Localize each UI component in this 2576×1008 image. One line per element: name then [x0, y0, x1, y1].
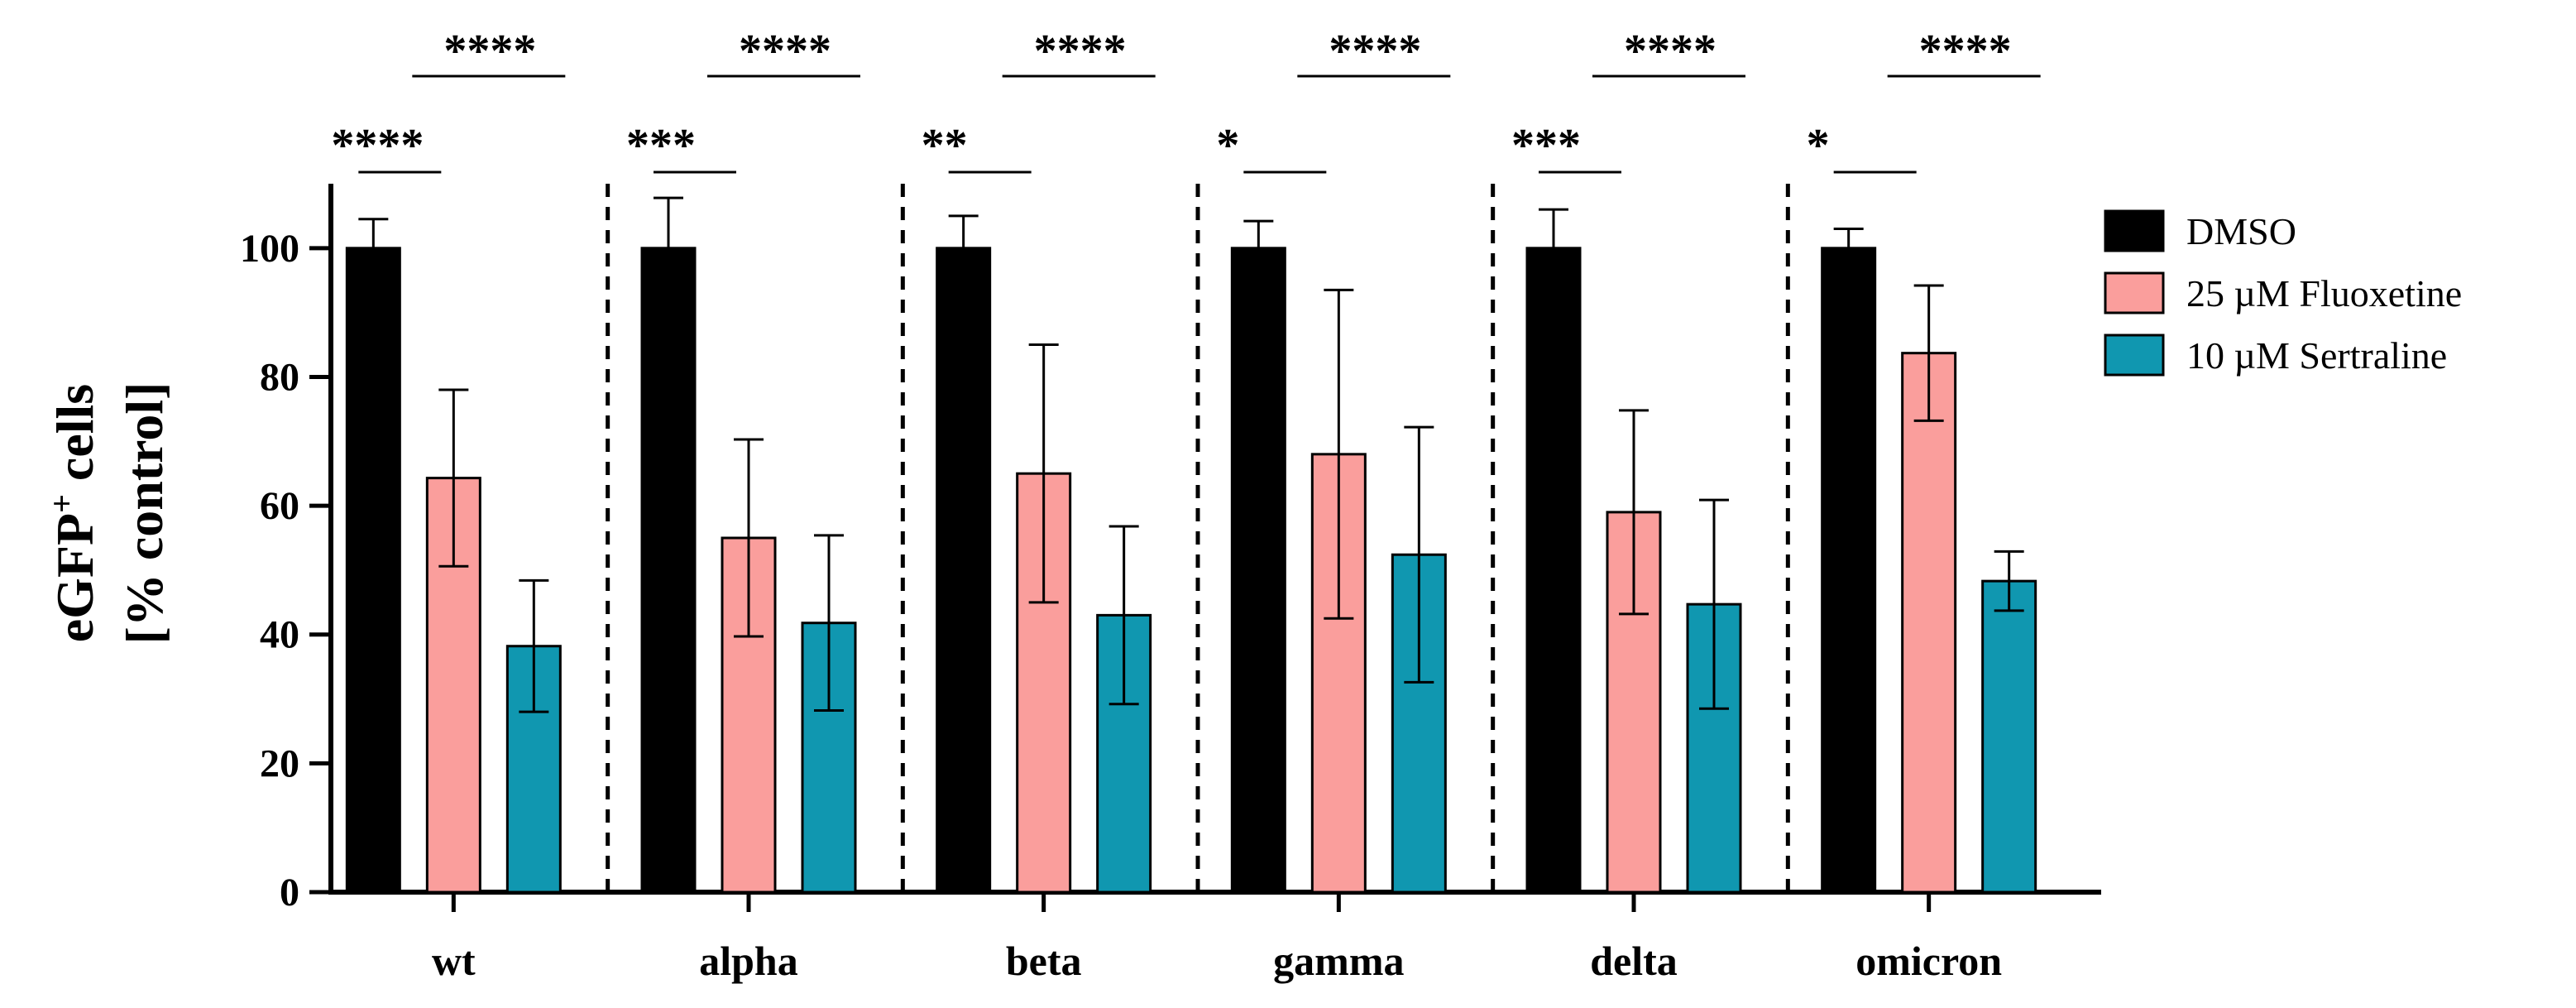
x-tick-label: alpha [699, 938, 798, 984]
significance-label: *** [626, 120, 696, 171]
significance-label: ** [922, 120, 968, 171]
x-tick-label: wt [432, 938, 476, 984]
y-tick-label: 40 [260, 613, 299, 657]
significance-label: *** [1511, 120, 1581, 171]
y-tick-label: 100 [240, 227, 299, 271]
significance-label: * [1216, 120, 1239, 171]
bar [1821, 247, 1877, 894]
y-tick-label: 80 [260, 355, 299, 399]
x-tick-label: beta [1006, 938, 1082, 984]
significance-label: **** [443, 26, 536, 77]
significance-label: **** [1624, 26, 1717, 77]
y-axis-title-line1-rest: cells [45, 384, 104, 494]
legend-label: 10 µM Sertraline [2186, 334, 2447, 377]
y-tick-label: 20 [260, 742, 299, 785]
bar [936, 247, 992, 894]
bar [1981, 579, 2037, 894]
legend-label: DMSO [2186, 210, 2296, 252]
y-tick-label: 60 [260, 484, 299, 528]
x-tick-label: gamma [1273, 938, 1404, 984]
bar [1230, 247, 1286, 894]
legend-swatch [2104, 271, 2165, 314]
y-axis-title: eGFP+ cells [% control] [43, 382, 174, 645]
bar [1606, 511, 1662, 894]
legend-label: 25 µM Fluoxetine [2186, 272, 2462, 314]
svg-text:eGFP+ cells: eGFP+ cells [43, 384, 104, 642]
bar [1391, 553, 1447, 894]
significance-label: **** [1919, 26, 2012, 77]
legend-swatch [2104, 334, 2165, 377]
y-tick-label: 0 [280, 871, 299, 914]
bar [1901, 352, 1957, 894]
bar [345, 247, 401, 894]
y-axis-title-line1: eGFP [45, 513, 104, 642]
legend: DMSO 25 µM Fluoxetine 10 µM Sertraline [2104, 209, 2462, 377]
significance-label: **** [1329, 26, 1421, 77]
significance-label: **** [1034, 26, 1127, 77]
x-tick-label: delta [1590, 938, 1678, 984]
x-tick-label: omicron [1855, 938, 2002, 984]
significance-label: * [1807, 120, 1830, 171]
y-axis-title-superscript: + [43, 494, 80, 513]
significance-label: **** [331, 120, 424, 171]
plot-area: 020406080100wt********alpha*******beta**… [240, 26, 2101, 984]
legend-swatch [2104, 209, 2165, 252]
significance-label: **** [739, 26, 831, 77]
bar [1525, 247, 1582, 894]
y-axis-title-line2: [% control] [115, 382, 174, 645]
bar [640, 247, 697, 894]
